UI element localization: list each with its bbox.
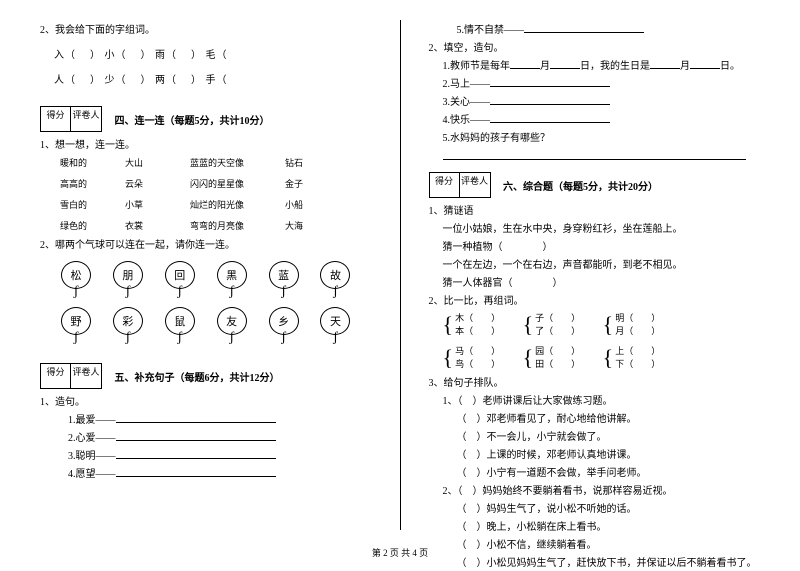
s6-q1: 1、猜谜语 — [429, 204, 761, 219]
page-footer: 第 2 页 共 4 页 — [0, 546, 800, 559]
score-box: 得分 评卷人 — [429, 172, 491, 198]
s6-q3: 3、给句子排队。 — [429, 376, 761, 391]
right-column: 5.情不自禁—— 2、填空，造句。 1.教师节是每年月日，我的生日是月日。 2.… — [429, 20, 761, 530]
balloon-row-top: 松ʃ 朋ʃ 回ʃ 黑ʃ 蓝ʃ 故ʃ — [50, 261, 362, 297]
s5-q1: 1、造句。 — [40, 395, 372, 410]
balloon-row-bot: 野ʃ 彩ʃ 鼠ʃ 友ʃ 乡ʃ 天ʃ — [50, 307, 362, 343]
q2-label: 2、我会给下面的字组词。 — [40, 23, 372, 38]
section5-title: 五、补充句子（每题6分，共计12分） — [115, 369, 280, 384]
section4-header: 得分 评卷人 四、连一连（每题5分，共计10分） — [40, 100, 372, 134]
r-q2: 2、填空，造句。 — [429, 41, 761, 56]
s4-q1: 1、想一想，连一连。 — [40, 138, 372, 153]
brace-row-2: {马（ ）鸟（ ） {园（ ）田（ ） {上（ ）下（ ） — [443, 345, 761, 370]
score-box: 得分 评卷人 — [40, 363, 102, 389]
answer-line — [443, 152, 747, 160]
s4-q2: 2、哪两个气球可以连在一起，请你连一连。 — [40, 238, 372, 253]
column-divider — [400, 20, 401, 530]
match-table: 暖和的大山蓝蓝的天空像钻石 高高的云朵闪闪的星星像金子 雪白的小草灿烂的阳光像小… — [40, 156, 372, 232]
section6-title: 六、综合题（每题5分，共计20分） — [503, 178, 658, 193]
s6-q2: 2、比一比，再组词。 — [429, 294, 761, 309]
q2-row2: 人（ ） 少（ ） 两（ ） 手（ — [54, 73, 372, 88]
section6-header: 得分 评卷人 六、综合题（每题5分，共计20分） — [429, 166, 761, 200]
score-box: 得分 评卷人 — [40, 106, 102, 132]
section5-header: 得分 评卷人 五、补充句子（每题6分，共计12分） — [40, 357, 372, 391]
brace-row-1: {木（ ）本（ ） {子（ ）了（ ） {明（ ）月（ ） — [443, 312, 761, 337]
section4-title: 四、连一连（每题5分，共计10分） — [115, 112, 270, 127]
left-column: 2、我会给下面的字组词。 入（ ） 小（ ） 雨（ ） 毛（ 人（ ） 少（ ）… — [40, 20, 372, 530]
q2-row1: 入（ ） 小（ ） 雨（ ） 毛（ — [54, 48, 372, 63]
